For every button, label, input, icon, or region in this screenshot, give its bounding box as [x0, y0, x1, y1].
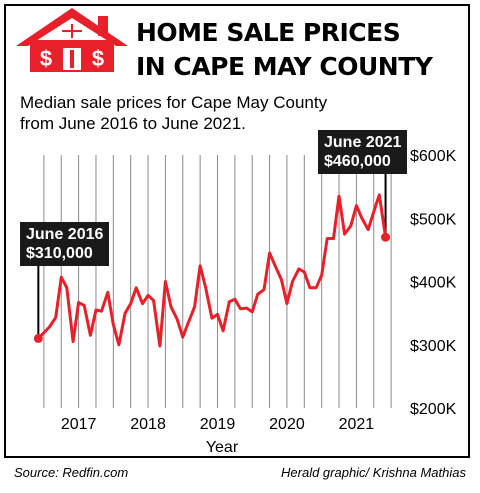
svg-text:$: $: [40, 46, 52, 71]
callout-june-2016: June 2016 $310,000: [20, 222, 110, 266]
chart-subtitle-line2: from June 2016 to June 2021.: [20, 114, 246, 133]
chart-title-line2: IN CAPE MAY COUNTY: [136, 52, 433, 81]
y-tick-label-2: $400K: [410, 275, 457, 292]
y-tick-label-1: $300K: [410, 338, 457, 355]
y-tick-label-4: $600K: [410, 148, 457, 165]
x-tick-label-2: 2019: [200, 416, 236, 433]
y-tick-label-0: $200K: [410, 401, 457, 418]
start-point: [33, 333, 43, 343]
callout-june-2021: June 2021 $460,000: [318, 130, 408, 174]
svg-text:$: $: [92, 46, 104, 71]
x-axis-label: Year: [206, 439, 239, 456]
callout-start-date: June 2016: [26, 226, 104, 243]
credit-note: Herald graphic/ Krishna Mathias: [281, 465, 466, 480]
callout-end-date: June 2021: [324, 134, 402, 151]
y-tick-labels: $200K $300K $400K $500K $600K: [410, 148, 457, 418]
chart-subtitle-line1: Median sale prices for Cape May County: [20, 93, 328, 112]
series-line-group: [33, 193, 391, 348]
callout-end-value: $460,000: [324, 153, 391, 170]
x-tick-label-1: 2018: [130, 416, 166, 433]
callout-start-value: $310,000: [26, 245, 93, 262]
callout-connectors: [37, 172, 387, 339]
series-line-0: [36, 193, 388, 348]
x-tick-label-0: 2017: [61, 416, 97, 433]
grid-lines: [43, 155, 392, 408]
end-point: [381, 232, 391, 242]
source-note: Source: Redfin.com: [14, 465, 129, 480]
x-tick-label-3: 2020: [269, 416, 305, 433]
x-tick-label-4: 2021: [339, 416, 375, 433]
y-tick-label-3: $500K: [410, 211, 457, 228]
chart-title-line1: HOME SALE PRICES: [136, 18, 401, 47]
x-tick-labels: 2017 2018 2019 2020 2021: [61, 416, 374, 433]
house-dollar-icon: $ $: [16, 8, 128, 72]
